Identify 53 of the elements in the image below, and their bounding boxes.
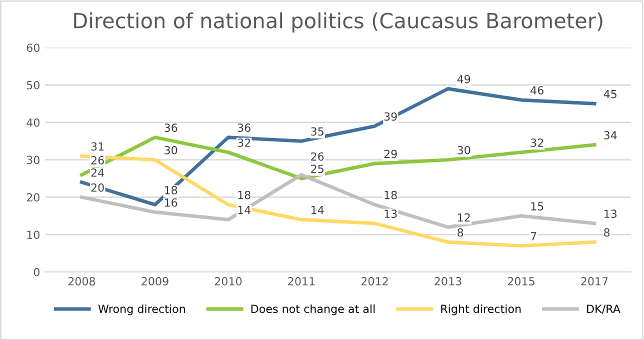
data-label: 35 [311, 127, 324, 136]
data-label: 32 [238, 138, 250, 147]
data-label: 46 [530, 86, 544, 95]
data-label: 18 [238, 190, 250, 200]
x-tick-label: 2013 [434, 277, 462, 286]
y-tick-label: 20 [26, 193, 40, 202]
data-label: 12 [458, 213, 470, 222]
data-label: 39 [384, 112, 397, 121]
data-label: 8 [604, 228, 610, 237]
data-label: 7 [530, 232, 536, 240]
data-label: 13 [604, 210, 617, 218]
x-tick-label: 2008 [68, 277, 96, 286]
y-tick-label: 40 [26, 118, 40, 127]
data-label: 26 [91, 156, 104, 164]
line-series [80, 136, 596, 180]
data-label: 20 [91, 183, 104, 192]
data-label: 30 [458, 146, 470, 154]
data-label: 49 [457, 74, 470, 84]
data-label: 32 [530, 138, 544, 147]
legend-label: Wrong direction [98, 304, 185, 316]
data-label: 18 [384, 190, 397, 200]
data-label: 13 [384, 210, 397, 218]
x-tick-label: 2017 [581, 277, 608, 286]
data-label: 26 [311, 152, 324, 161]
chart-title: Direction of national politics (Caucasus Barometer) [74, 12, 602, 32]
data-label: 29 [384, 150, 397, 158]
y-tick-label: 50 [26, 80, 40, 90]
x-tick-label: 2009 [142, 277, 168, 286]
data-label: 14 [238, 206, 251, 214]
data-label: 8 [458, 228, 464, 237]
data-label: 25 [311, 164, 324, 174]
x-tick-label: 2011 [288, 277, 315, 286]
data-label: 36 [238, 124, 250, 132]
data-label: 18 [164, 186, 178, 194]
data-label: 34 [604, 131, 617, 140]
data-label: 14 [311, 206, 324, 214]
data-label: 36 [164, 124, 178, 132]
data-label: 31 [91, 142, 104, 151]
legend-label: DK/RA [587, 304, 620, 314]
data-label: 15 [531, 202, 544, 210]
y-tick-label: 60 [26, 44, 40, 52]
legend-label: Does not change at all [251, 304, 375, 316]
x-tick-label: 2012 [361, 277, 388, 286]
x-tick-label: 2010 [214, 277, 242, 286]
data-label: 24 [91, 168, 104, 177]
x-tick-label: 2015 [508, 277, 534, 286]
data-label: 16 [164, 198, 178, 207]
y-tick-label: 0 [34, 268, 40, 276]
data-label: 45 [604, 90, 616, 98]
y-tick-label: 30 [26, 156, 40, 164]
data-label: 30 [164, 146, 178, 154]
legend-label: Right direction [441, 304, 521, 316]
y-tick-label: 10 [27, 230, 40, 239]
